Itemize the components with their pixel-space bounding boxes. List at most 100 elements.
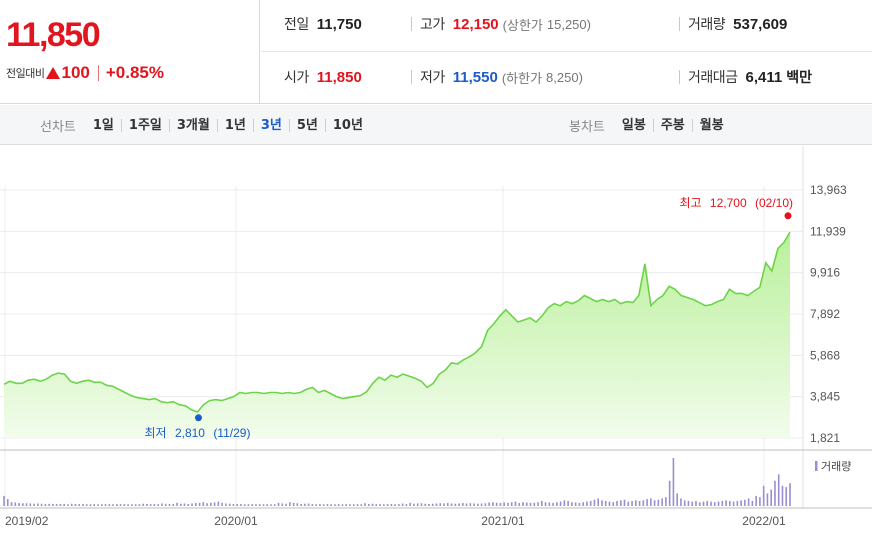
volume: 거래량 537,609 bbox=[688, 14, 787, 34]
period-5y[interactable]: 5년 bbox=[288, 118, 325, 132]
volume-bar bbox=[138, 504, 141, 506]
volume-bar bbox=[785, 487, 788, 506]
volume-bar bbox=[770, 489, 772, 506]
volume-bar bbox=[262, 504, 265, 506]
volume-bar bbox=[379, 504, 381, 506]
day-high-label: 고가 bbox=[420, 17, 445, 33]
volume-bar bbox=[112, 504, 114, 506]
candle-weekly[interactable]: 주봉 bbox=[652, 118, 692, 132]
volume-bar bbox=[315, 504, 317, 506]
line-chart-label: 선차트 bbox=[40, 119, 76, 135]
prev-close-label: 전일 bbox=[284, 17, 309, 33]
volume-bar bbox=[307, 503, 310, 506]
volume-bar bbox=[146, 503, 148, 506]
volume-bar bbox=[119, 504, 122, 506]
volume-bar bbox=[729, 500, 731, 506]
volume-bar bbox=[409, 502, 411, 506]
volume-bar bbox=[469, 503, 472, 506]
volume-bar bbox=[540, 500, 543, 506]
volume-bar bbox=[304, 503, 306, 506]
y-tick-label: 9,916 bbox=[810, 266, 840, 280]
volume-bar bbox=[153, 503, 156, 506]
volume-bar bbox=[322, 504, 325, 506]
high-value: 12,700 bbox=[710, 196, 747, 210]
volume-bar bbox=[597, 498, 600, 506]
low-date: (11/29) bbox=[213, 426, 250, 440]
volume-bar bbox=[104, 504, 107, 506]
volume-bar bbox=[710, 501, 712, 506]
volume-bar bbox=[665, 497, 667, 506]
candle-daily[interactable]: 일봉 bbox=[621, 117, 646, 133]
volume-bar bbox=[657, 499, 660, 506]
x-tick-label: 2019/02 bbox=[5, 514, 49, 528]
volume-bar bbox=[593, 499, 596, 506]
volume-bar bbox=[454, 503, 457, 506]
volume-bar bbox=[420, 503, 423, 506]
period-1y[interactable]: 1년 bbox=[216, 118, 253, 132]
prev-close-value: 11,750 bbox=[316, 15, 362, 33]
volume-bar bbox=[202, 502, 205, 506]
volume-bar bbox=[25, 503, 28, 506]
y-tick-label: 11,939 bbox=[810, 224, 846, 238]
volume-bar bbox=[258, 504, 261, 506]
volume-bar bbox=[300, 503, 302, 506]
price-box: 11,850 전일대비 100 +0.85% bbox=[0, 0, 260, 104]
volume-bar bbox=[398, 504, 400, 506]
volume-bar bbox=[100, 504, 103, 506]
volume-bar bbox=[59, 503, 62, 506]
volume-bar bbox=[559, 501, 562, 506]
candle-chart-label: 봉차트 bbox=[569, 119, 605, 135]
x-tick-label: 2022/01 bbox=[742, 514, 786, 528]
volume-bar bbox=[22, 503, 24, 506]
volume-legend-swatch bbox=[815, 461, 818, 471]
volume-bar bbox=[228, 503, 231, 506]
volume-bar bbox=[194, 502, 197, 506]
volume-bar bbox=[198, 502, 201, 506]
high-annotation: 최고 12,700 (02/10) bbox=[679, 196, 793, 210]
volume-bar bbox=[608, 501, 611, 506]
volume-bar bbox=[431, 503, 434, 506]
volume-bar bbox=[522, 502, 524, 506]
volume-bar bbox=[273, 504, 276, 506]
low-annotation: 최저 2,810 (11/29) bbox=[145, 426, 251, 440]
volume-bar bbox=[443, 503, 445, 506]
period-3y[interactable]: 3년 bbox=[252, 118, 289, 132]
volume-bar bbox=[740, 500, 742, 506]
low-label: 최저 bbox=[145, 426, 167, 440]
quote-summary: 11,850 전일대비 100 +0.85% 전일 11,750 고가 12,1… bbox=[0, 0, 872, 104]
volume-bar bbox=[736, 500, 739, 506]
volume-bar bbox=[48, 503, 50, 506]
change-divider bbox=[97, 65, 99, 81]
volume-bar bbox=[386, 504, 389, 506]
volume-bar bbox=[428, 503, 430, 506]
volume-bar bbox=[650, 498, 652, 506]
volume-bar bbox=[232, 503, 235, 506]
volume-bar bbox=[439, 503, 442, 506]
period-1w[interactable]: 1주일 bbox=[120, 118, 169, 132]
period-3m[interactable]: 3개월 bbox=[168, 118, 217, 132]
period-1d[interactable]: 1일 bbox=[92, 117, 114, 133]
volume-bars bbox=[3, 458, 791, 506]
volume-bar bbox=[563, 500, 566, 506]
volume-bar bbox=[78, 504, 81, 506]
trade-amount-unit: 백만 bbox=[786, 70, 813, 86]
volume-bar bbox=[210, 502, 212, 506]
volume-bar bbox=[601, 500, 603, 506]
volume-bar bbox=[683, 500, 686, 506]
volume-bar bbox=[766, 493, 769, 506]
volume-bar bbox=[243, 504, 246, 506]
period-10y[interactable]: 10년 bbox=[324, 118, 370, 132]
volume-bar bbox=[266, 504, 269, 506]
candle-monthly[interactable]: 월봉 bbox=[691, 118, 731, 132]
volume-bar bbox=[435, 503, 438, 506]
y-tick-label: 7,892 bbox=[810, 307, 840, 321]
volume-bar bbox=[552, 502, 554, 506]
day-high: 고가 12,150 (상한가 15,250) bbox=[420, 14, 591, 34]
trade-amount-label: 거래대금 bbox=[688, 70, 738, 86]
volume-bar bbox=[341, 504, 344, 506]
volume-bar bbox=[462, 502, 464, 506]
volume-bar bbox=[52, 503, 54, 506]
volume-bar bbox=[277, 502, 280, 506]
volume-bar bbox=[14, 502, 17, 506]
volume-bar bbox=[777, 474, 780, 506]
